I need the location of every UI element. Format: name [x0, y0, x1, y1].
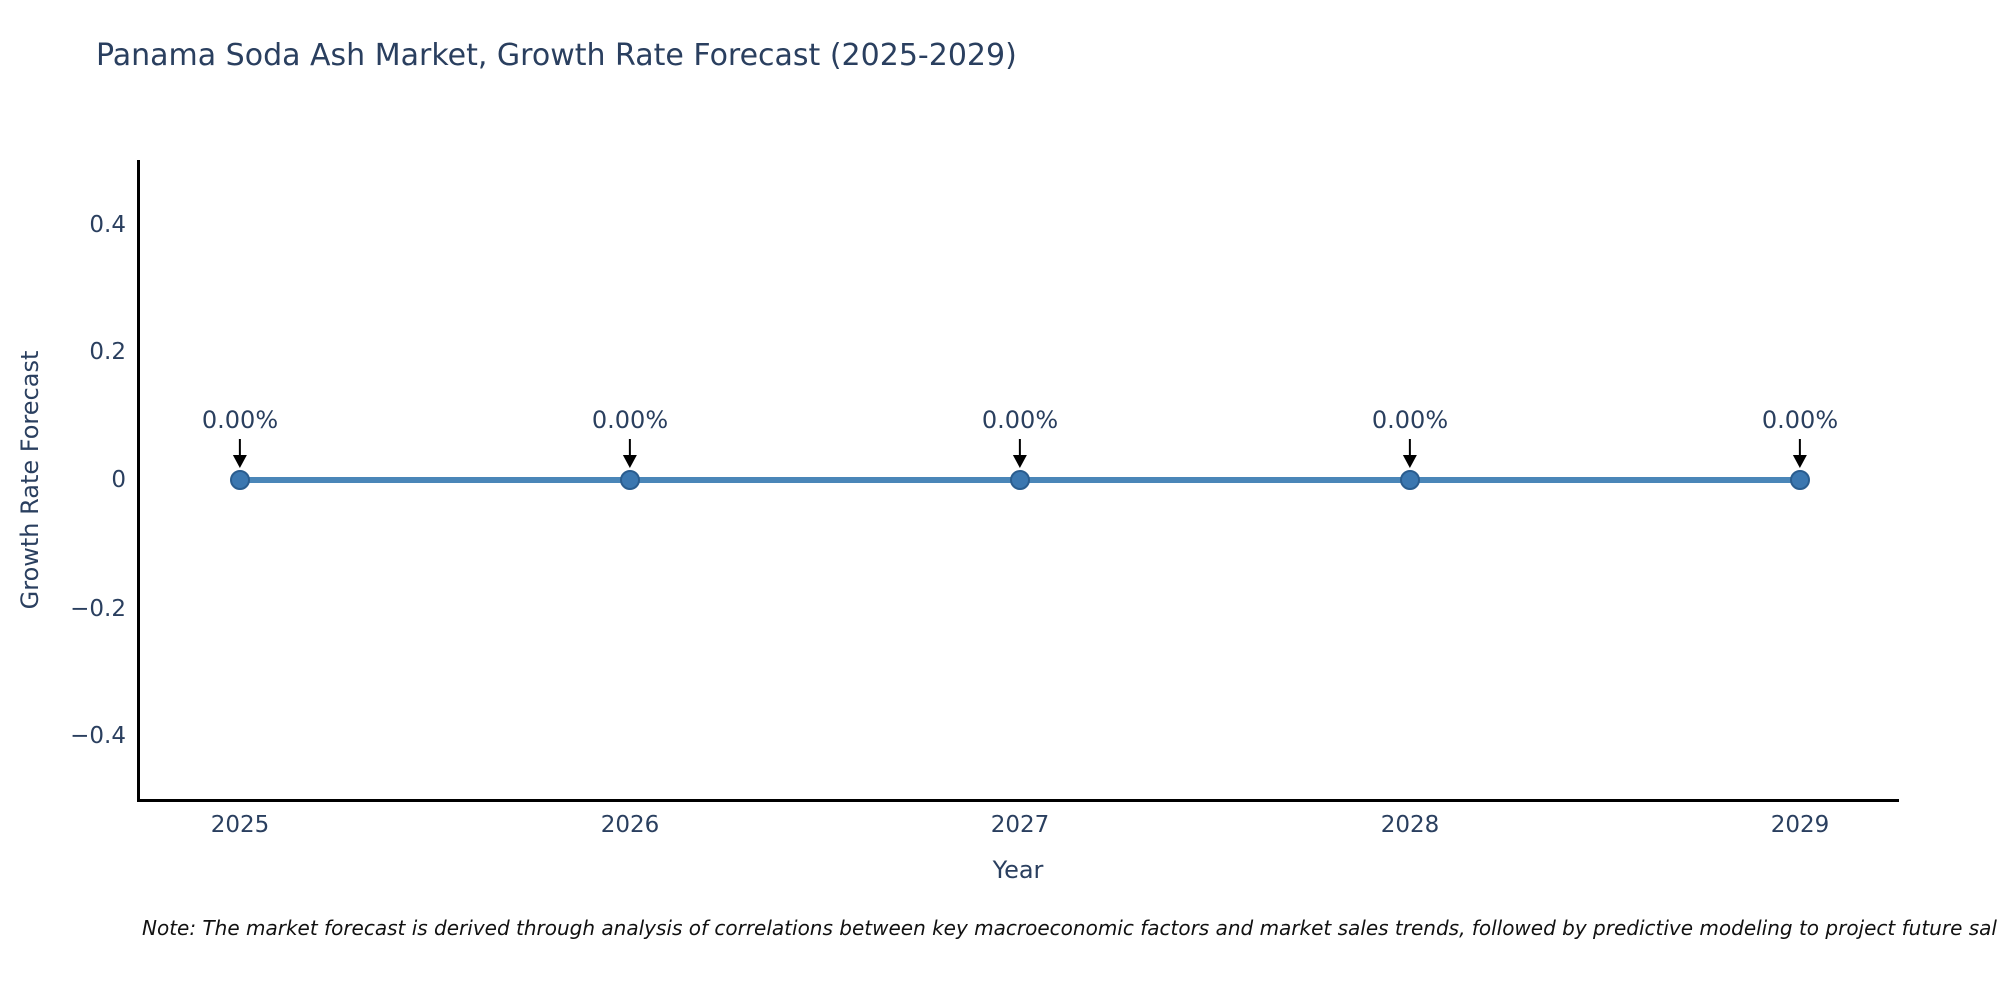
annotation-arrow-line — [1799, 439, 1801, 455]
point-annotation: 0.00% — [202, 405, 278, 468]
annotation-arrowhead-icon — [233, 455, 247, 468]
point-annotation: 0.00% — [592, 405, 668, 468]
x-tick-label: 2027 — [990, 812, 1050, 838]
data-point-marker — [230, 470, 250, 490]
annotation-label: 0.00% — [981, 406, 1059, 434]
x-tick-label: 2025 — [210, 812, 270, 838]
x-axis-title: Year — [992, 856, 1044, 884]
y-tick-label: 0 — [111, 467, 126, 493]
annotation-label: 0.00% — [1761, 406, 1839, 434]
data-point-marker — [1010, 470, 1030, 490]
y-tick-label: −0.4 — [70, 723, 126, 749]
point-annotation: 0.00% — [982, 405, 1058, 468]
annotation-label: 0.00% — [1371, 406, 1449, 434]
x-tick-label: 2028 — [1380, 812, 1440, 838]
y-tick-label: 0.4 — [89, 212, 126, 238]
annotation-arrow-line — [1019, 439, 1021, 455]
annotation-arrowhead-icon — [1403, 455, 1417, 468]
annotation-label: 0.00% — [201, 406, 279, 434]
annotation-arrowhead-icon — [623, 455, 637, 468]
annotation-arrow-line — [1409, 439, 1411, 455]
data-point-marker — [620, 470, 640, 490]
data-point-marker — [1790, 470, 1810, 490]
annotation-arrow-line — [239, 439, 241, 455]
x-axis-line — [137, 799, 1899, 802]
point-annotation: 0.00% — [1372, 405, 1448, 468]
y-tick-label: 0.2 — [89, 339, 126, 365]
y-axis-line — [137, 160, 140, 802]
annotation-arrowhead-icon — [1013, 455, 1027, 468]
point-annotation: 0.00% — [1762, 405, 1838, 468]
annotation-arrowhead-icon — [1793, 455, 1807, 468]
x-tick-label: 2026 — [600, 812, 660, 838]
x-tick-label: 2029 — [1770, 812, 1830, 838]
y-tick-label: −0.2 — [70, 596, 126, 622]
annotation-arrow-line — [629, 439, 631, 455]
chart-title: Panama Soda Ash Market, Growth Rate Fore… — [96, 38, 1017, 73]
footnote: Note: The market forecast is derived thr… — [142, 916, 1997, 940]
data-point-marker — [1400, 470, 1420, 490]
annotation-label: 0.00% — [591, 406, 669, 434]
